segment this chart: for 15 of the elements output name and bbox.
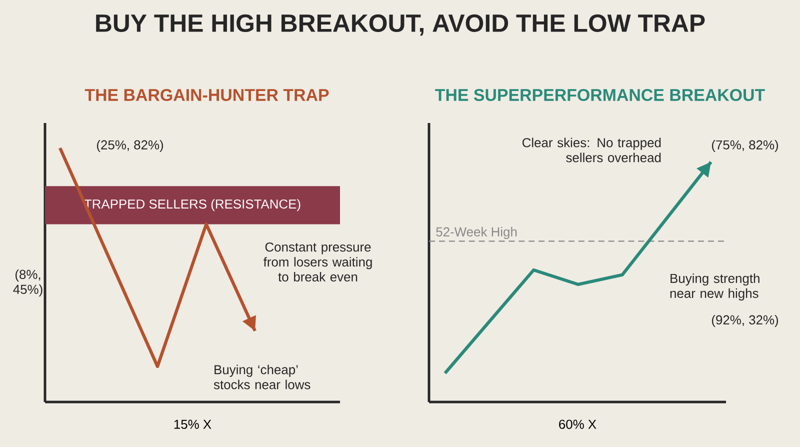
x-axis-title: 15% X: [174, 420, 212, 429]
annotation: (25%, 82%): [96, 140, 164, 152]
annotation: Clear skies: No trapped sellers overhead: [522, 138, 661, 162]
annotation: Buying ‘cheap’ stocks near lows: [214, 364, 310, 390]
text: BUY THE HIGH BREAKOUT, AVOID THE LOW TRAP: [96, 14, 705, 36]
text: (75%, 82%): [712, 140, 778, 152]
ref-line-label: 52-Week High: [436, 226, 517, 240]
chart-subtitle: THE SUPERPERFORMANCE BREAKOUT: [435, 89, 765, 101]
chart-subtitle: THE BARGAIN-HUNTER TRAP: [84, 89, 329, 101]
annotation: Constant pressure from losers waiting to break even: [263, 242, 372, 282]
x-axis-title: 60% X: [559, 420, 596, 429]
annotation: Buying strength near new highs: [670, 273, 760, 301]
annotation: (92%, 32%): [712, 314, 778, 328]
band-label: TRAPPED SELLERS (RESISTANCE): [84, 199, 300, 212]
annotation: (8%, 45%): [13, 269, 42, 297]
